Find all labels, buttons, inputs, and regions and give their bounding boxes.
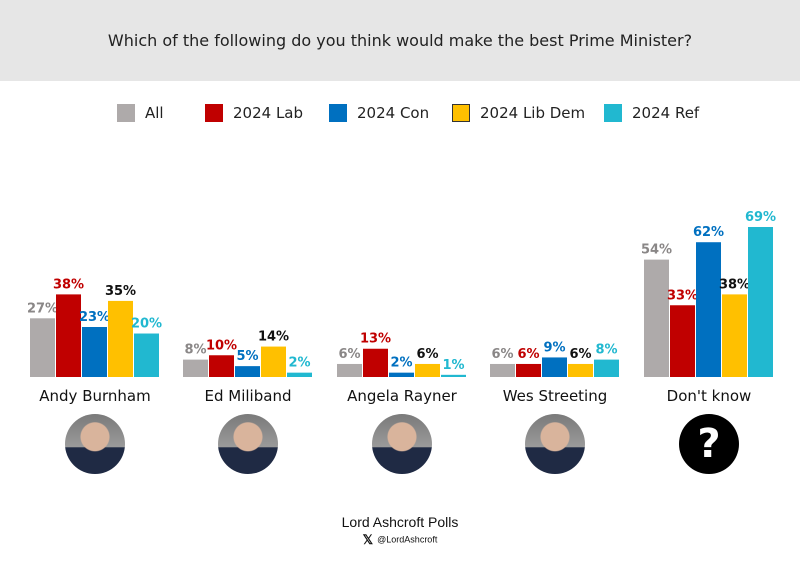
bar-andy-burnham-all — [30, 318, 55, 377]
data-label-andy-burnham-2024-lib-dem: 35% — [105, 284, 136, 299]
bar-don-t-know-2024-con — [696, 242, 721, 377]
data-label-don-t-know-2024-ref: 69% — [745, 210, 776, 225]
data-label-andy-burnham-2024-lab: 38% — [53, 277, 84, 292]
legend-swatch — [604, 104, 622, 122]
data-label-don-t-know-2024-lib-dem: 38% — [719, 277, 750, 292]
footer-brand: Lord Ashcroft Polls — [341, 514, 459, 530]
bar-ed-miliband-2024-lab — [209, 355, 234, 377]
data-label-angela-rayner-all: 6% — [338, 347, 360, 362]
bar-ed-miliband-all — [183, 359, 208, 377]
legend-item-libdem: 2024 Lib Dem — [452, 104, 585, 122]
bar-ed-miliband-2024-con — [235, 366, 260, 377]
data-label-andy-burnham-all: 27% — [27, 301, 58, 316]
legend-label: All — [145, 104, 164, 122]
legend-swatch — [329, 104, 347, 122]
bar-angela-rayner-2024-ref — [441, 374, 466, 377]
category-label-angela-rayner: Angela Rayner — [347, 387, 457, 405]
category-label-don-t-know: Don't know — [666, 387, 752, 405]
bar-don-t-know-2024-lib-dem — [722, 294, 747, 377]
legend-item-con: 2024 Con — [329, 104, 429, 122]
data-label-andy-burnham-2024-ref: 20% — [131, 317, 162, 332]
bar-angela-rayner-2024-lab — [363, 348, 388, 377]
data-label-don-t-know-2024-lab: 33% — [667, 288, 698, 303]
data-label-don-t-know-2024-con: 62% — [693, 225, 724, 240]
legend-label: 2024 Ref — [632, 104, 700, 122]
bar-ed-miliband-2024-ref — [287, 372, 312, 377]
data-label-ed-miliband-all: 8% — [184, 343, 206, 358]
bar-wes-streeting-all — [490, 363, 515, 377]
legend-label: 2024 Lab — [233, 104, 304, 122]
footer-social: 𝕏 @LordAshcroft — [0, 532, 800, 548]
bar-wes-streeting-2024-lab — [516, 363, 541, 377]
bar-angela-rayner-2024-lib-dem — [415, 363, 440, 377]
data-label-don-t-know-all: 54% — [641, 243, 672, 258]
bar-andy-burnham-2024-ref — [134, 333, 159, 377]
data-label-wes-streeting-2024-con: 9% — [543, 340, 565, 355]
data-label-angela-rayner-2024-lab: 13% — [360, 332, 391, 347]
data-label-andy-burnham-2024-con: 23% — [79, 310, 110, 325]
data-label-angela-rayner-2024-ref: 1% — [442, 358, 464, 373]
data-label-wes-streeting-2024-lab: 6% — [517, 347, 539, 362]
x-logo-icon: 𝕏 — [362, 532, 374, 547]
data-label-angela-rayner-2024-lib-dem: 6% — [416, 347, 438, 362]
category-label-wes-streeting: Wes Streeting — [502, 387, 608, 405]
data-label-angela-rayner-2024-con: 2% — [390, 356, 412, 371]
data-label-wes-streeting-2024-lib-dem: 6% — [569, 347, 591, 362]
legend-swatch — [452, 104, 470, 122]
ed-miliband-photo — [218, 414, 278, 474]
bar-andy-burnham-2024-lab — [56, 294, 81, 377]
bar-angela-rayner-all — [337, 363, 362, 377]
andy-burnham-photo — [65, 414, 125, 474]
category-label-ed-miliband: Ed Miliband — [204, 387, 292, 405]
legend-label: 2024 Lib Dem — [480, 104, 586, 122]
bar-don-t-know-2024-lab — [670, 305, 695, 377]
data-label-ed-miliband-2024-lab: 10% — [206, 338, 237, 353]
bar-don-t-know-all — [644, 259, 669, 377]
bar-wes-streeting-2024-lib-dem — [568, 363, 593, 377]
bar-wes-streeting-2024-con — [542, 357, 567, 377]
legend-swatch — [205, 104, 223, 122]
wes-streeting-photo — [525, 414, 585, 474]
category-label-andy-burnham: Andy Burnham — [39, 387, 151, 405]
bar-wes-streeting-2024-ref — [594, 359, 619, 377]
bar-andy-burnham-2024-con — [82, 327, 107, 377]
footer-handle[interactable]: @LordAshcroft — [377, 534, 438, 545]
legend: All 2024 Lab 2024 Con 2024 Lib Dem 2024 … — [0, 104, 800, 128]
question-mark-icon: ? — [679, 414, 739, 474]
bar-angela-rayner-2024-con — [389, 372, 414, 377]
data-label-wes-streeting-all: 6% — [491, 347, 513, 362]
bar-ed-miliband-2024-lib-dem — [261, 346, 286, 377]
angela-rayner-photo — [372, 414, 432, 474]
data-label-wes-streeting-2024-ref: 8% — [595, 343, 617, 358]
legend-item-lab: 2024 Lab — [205, 104, 303, 122]
bar-andy-burnham-2024-lib-dem — [108, 300, 133, 377]
legend-item-all: All — [117, 104, 164, 122]
bar-don-t-know-2024-ref — [748, 227, 773, 377]
legend-swatch — [117, 104, 135, 122]
legend-label: 2024 Con — [357, 104, 430, 122]
legend-item-ref: 2024 Ref — [604, 104, 699, 122]
header-bar: Which of the following do you think woul… — [0, 0, 800, 81]
data-label-ed-miliband-2024-lib-dem: 14% — [258, 330, 289, 345]
data-label-ed-miliband-2024-ref: 2% — [288, 356, 310, 371]
chart-title: Which of the following do you think woul… — [107, 31, 693, 50]
data-label-ed-miliband-2024-con: 5% — [236, 349, 258, 364]
